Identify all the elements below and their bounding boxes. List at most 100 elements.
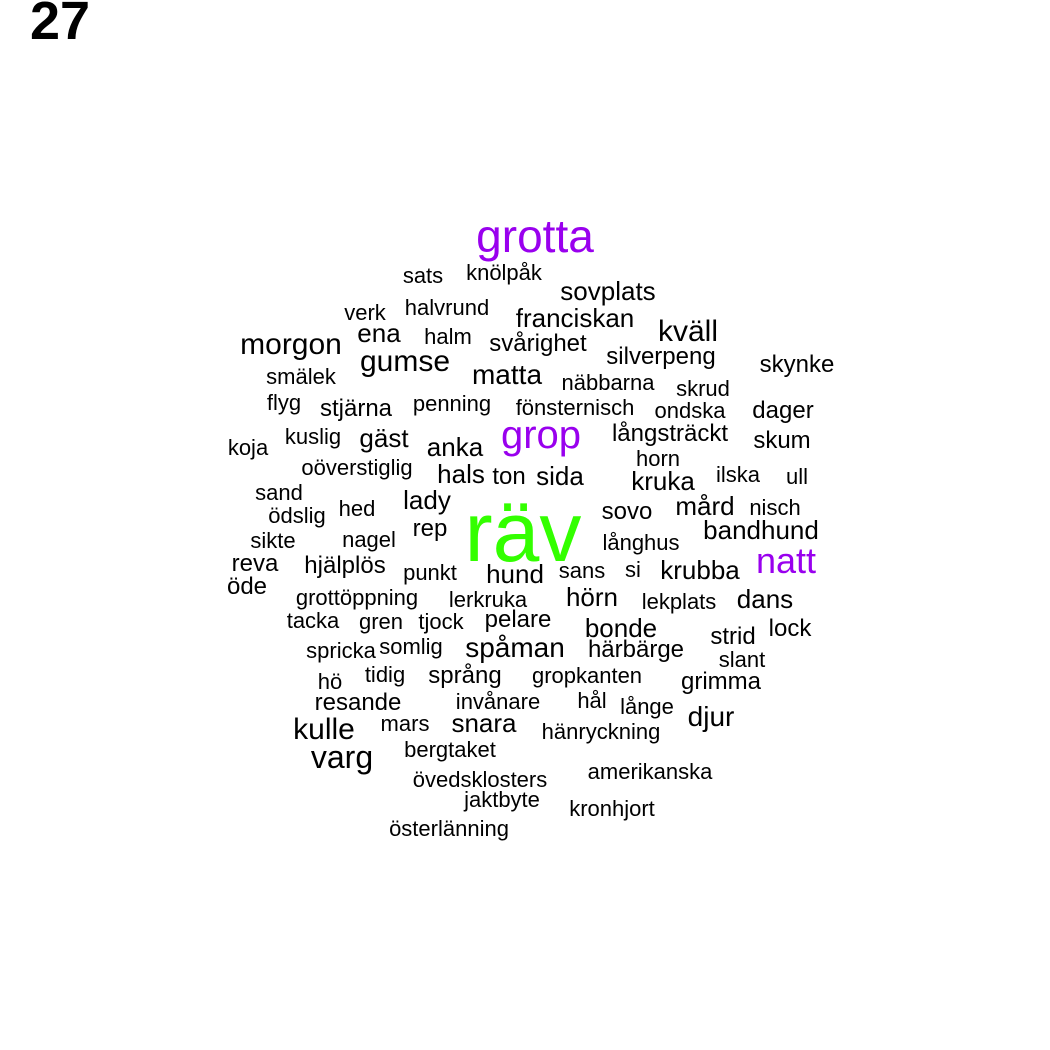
word-harbarge: härbärge <box>587 636 685 663</box>
word-sprang: språng <box>428 662 502 689</box>
word-ooverstiglig: oöverstiglig <box>301 455 413 480</box>
word-grotta: grotta <box>476 210 594 262</box>
word-koja: koja <box>227 435 269 460</box>
word-skum: skum <box>753 427 811 454</box>
word-kulle: kulle <box>293 713 355 746</box>
word-nagel: nagel <box>342 527 396 552</box>
word-grottoppning: grottöppning <box>295 585 419 610</box>
word-flyg: flyg <box>266 390 302 415</box>
word-halm: halm <box>424 324 472 349</box>
word-tjock: tjock <box>418 609 464 634</box>
word-svarighet: svårighet <box>489 330 587 357</box>
word-langstrackt: långsträckt <box>611 420 729 447</box>
word-lekplats: lekplats <box>641 589 717 614</box>
word-sans: sans <box>558 558 606 583</box>
word-halvrund: halvrund <box>404 295 490 320</box>
word-matta: matta <box>471 359 543 390</box>
word-resande: resande <box>314 689 402 716</box>
word-sovo: sovo <box>601 498 653 525</box>
word-snara: snara <box>451 708 517 738</box>
word-fonsternisch: fönsternisch <box>515 395 635 420</box>
word-amerikanska: amerikanska <box>587 759 713 784</box>
word-gumse: gumse <box>359 345 451 378</box>
word-silverpeng: silverpeng <box>606 343 716 370</box>
word-mars: mars <box>380 711 430 736</box>
word-bonde: bonde <box>584 613 658 643</box>
word-sida: sida <box>536 461 584 491</box>
word-punkt: punkt <box>403 560 457 585</box>
word-reva: reva <box>231 550 279 577</box>
word-invanare: invånare <box>455 689 541 714</box>
word-natt: natt <box>755 540 817 581</box>
word-slant: slant <box>718 647 766 672</box>
word-ena: ena <box>357 318 401 348</box>
word-odslig: ödslig <box>268 503 326 528</box>
word-hund: hund <box>486 559 544 589</box>
word-gropkanten: gropkanten <box>531 663 643 688</box>
word-langhus: långhus <box>602 530 680 555</box>
word-lerkruka: lerkruka <box>448 587 528 612</box>
word-horn: hörn <box>565 582 619 612</box>
word-ton: ton <box>492 463 526 490</box>
word-rav: räv <box>464 485 582 579</box>
word-lady: lady <box>403 485 451 515</box>
word-kruka: kruka <box>631 466 695 496</box>
word-mard: mård <box>675 491 735 521</box>
word-gren: gren <box>358 609 404 634</box>
word-morgon: morgon <box>240 328 342 361</box>
word-gast: gäst <box>359 423 409 453</box>
word-knolpak: knölpåk <box>466 260 542 285</box>
word-grop: grop <box>500 413 582 457</box>
word-ilska: ilska <box>715 462 761 487</box>
word-krubba: krubba <box>660 555 740 585</box>
word-hjalplos: hjälplös <box>304 552 386 579</box>
word-bandhund: bandhund <box>703 515 819 545</box>
word-nisch: nisch <box>749 495 801 520</box>
word-kronhjort: kronhjort <box>569 796 655 821</box>
word-bergtaket: bergtaket <box>404 737 496 762</box>
word-franciskan: franciskan <box>515 303 635 333</box>
word-tacka: tacka <box>286 608 340 633</box>
word-kuslig: kuslig <box>284 424 342 449</box>
word-sovplats: sovplats <box>560 276 656 306</box>
word-jaktbyte: jaktbyte <box>464 787 540 812</box>
word-horn: horn <box>635 446 681 471</box>
word-stjarna: stjärna <box>319 395 393 422</box>
word-dager: dager <box>752 397 814 424</box>
word-spaman: spåman <box>465 632 565 663</box>
word-lange: långe <box>620 694 674 719</box>
word-somlig: somlig <box>379 634 443 659</box>
word-rep: rep <box>412 515 448 542</box>
word-osterlanning: österlänning <box>389 816 509 841</box>
word-tidig: tidig <box>364 662 406 687</box>
word-hanryckning: hänryckning <box>541 719 661 744</box>
word-hal: hål <box>577 688 607 713</box>
word-ull: ull <box>785 464 809 489</box>
word-djur: djur <box>687 701 735 732</box>
word-penning: penning <box>412 391 492 416</box>
word-sikte: sikte <box>250 528 296 553</box>
word-si: si <box>625 557 641 582</box>
word-hals: hals <box>437 459 485 489</box>
word-ode: öde <box>226 573 268 600</box>
word-verk: verk <box>344 300 386 325</box>
word-skrud: skrud <box>676 376 730 401</box>
figure-number: 27 <box>30 0 91 51</box>
word-sats: sats <box>402 263 444 288</box>
word-kvall: kväll <box>657 315 719 348</box>
word-sand: sand <box>255 480 303 505</box>
word-hed: hed <box>338 496 376 521</box>
word-anka: anka <box>426 432 484 462</box>
word-dans: dans <box>736 584 794 614</box>
word-grimma: grimma <box>680 668 762 695</box>
word-varg: varg <box>310 739 374 775</box>
word-skynke: skynke <box>759 351 835 378</box>
word-ho: hö <box>317 669 343 694</box>
word-spricka: spricka <box>306 638 376 663</box>
word-nabbarna: näbbarna <box>561 370 655 395</box>
word-lock: lock <box>768 615 812 642</box>
word-strid: strid <box>710 623 756 650</box>
word-pelare: pelare <box>484 606 552 633</box>
word-ovedsklosters: övedsklosters <box>412 767 548 792</box>
